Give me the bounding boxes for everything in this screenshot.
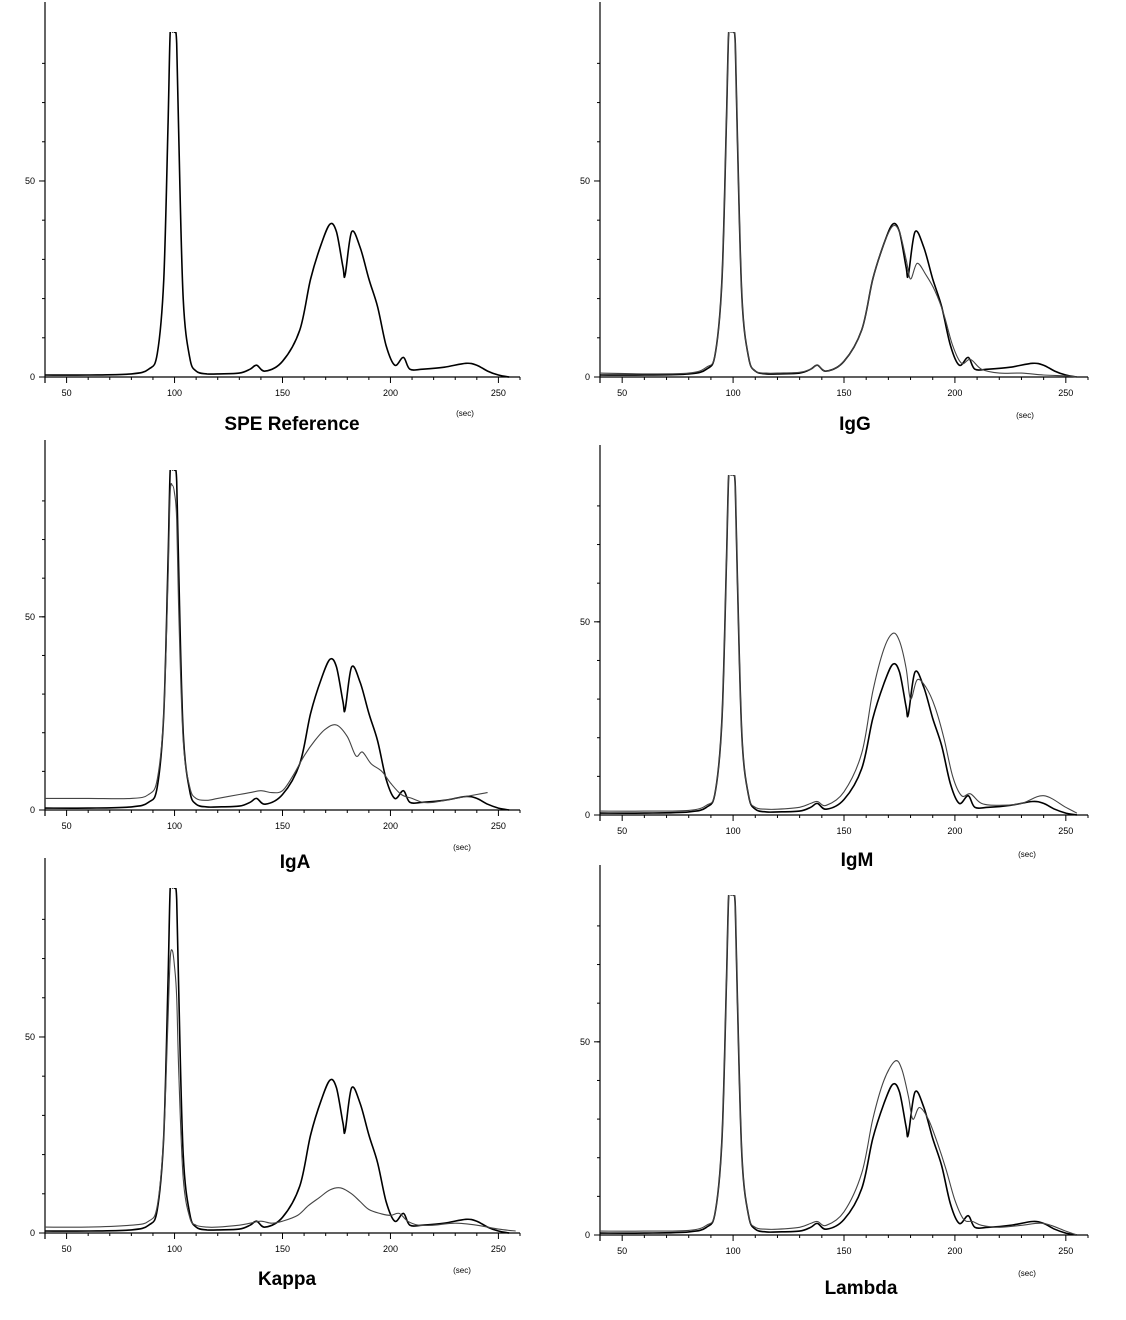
reference-trace [600, 895, 1078, 1236]
reference-trace [45, 32, 510, 378]
x-tick-label: 200 [383, 821, 398, 831]
y-tick-label: 50 [25, 176, 35, 186]
sample-trace [45, 482, 488, 804]
x-tick-label: 150 [836, 826, 851, 836]
x-tick-label: 150 [836, 388, 851, 398]
x-tick-label: 50 [62, 1244, 72, 1254]
x-tick-label: 200 [947, 826, 962, 836]
panel-kappa: 50 100 150 200 250 0 50 (sec) Kappa [25, 858, 521, 1290]
x-tick-label: 200 [947, 388, 962, 398]
x-tick-label: 50 [617, 826, 627, 836]
x-tick-label: 50 [617, 1246, 627, 1256]
y-tick-label: 0 [30, 1228, 35, 1238]
x-unit-label: (sec) [1016, 411, 1034, 420]
reference-trace [600, 475, 1078, 816]
reference-trace [600, 32, 1078, 378]
sample-trace [45, 949, 516, 1232]
x-tick-label: 250 [1058, 388, 1073, 398]
x-tick-label: 150 [275, 821, 290, 831]
x-tick-label: 250 [491, 821, 506, 831]
y-tick-label: 0 [30, 805, 35, 815]
x-unit-label: (sec) [1018, 850, 1036, 859]
x-tick-label: 100 [167, 821, 182, 831]
x-tick-label: 250 [491, 388, 506, 398]
panel-title: IgM [841, 850, 874, 871]
panel-igg: 50 100 150 200 250 0 50 (sec) IgG [580, 2, 1089, 435]
y-tick-label: 50 [25, 612, 35, 622]
panel-lambda: 50 100 150 200 250 0 50 (sec) Lambda [580, 865, 1089, 1299]
x-tick-label: 50 [62, 821, 72, 831]
y-tick-label: 0 [585, 810, 590, 820]
x-unit-label: (sec) [1018, 1269, 1036, 1278]
y-tick-label: 50 [580, 617, 590, 627]
x-tick-label: 100 [726, 826, 741, 836]
x-tick-label: 250 [1058, 826, 1073, 836]
x-tick-label: 100 [167, 1244, 182, 1254]
y-tick-label: 0 [30, 372, 35, 382]
x-tick-label: 50 [62, 388, 72, 398]
sample-trace [600, 32, 1077, 378]
x-tick-label: 200 [383, 1244, 398, 1254]
x-unit-label: (sec) [453, 843, 471, 852]
x-tick-label: 50 [617, 388, 627, 398]
x-tick-label: 250 [491, 1244, 506, 1254]
reference-trace [45, 470, 510, 811]
panel-title: IgA [280, 852, 311, 873]
panel-title: Kappa [258, 1269, 317, 1290]
y-tick-label: 50 [580, 176, 590, 186]
x-tick-label: 200 [383, 388, 398, 398]
x-tick-label: 150 [275, 1244, 290, 1254]
panel-igm: 50 100 150 200 250 0 50 (sec) IgM [580, 445, 1089, 871]
y-tick-label: 0 [585, 372, 590, 382]
panel-title: SPE Reference [224, 414, 359, 435]
x-tick-label: 200 [947, 1246, 962, 1256]
x-unit-label: (sec) [453, 1266, 471, 1275]
x-tick-label: 250 [1058, 1246, 1073, 1256]
panel-title: Lambda [825, 1278, 898, 1299]
x-tick-label: 100 [726, 1246, 741, 1256]
panel-title: IgG [839, 414, 871, 435]
x-unit-label: (sec) [456, 409, 474, 418]
reference-trace [45, 888, 510, 1234]
panel-spe-reference: 50 100 150 200 250 0 50 (sec) SPE Reference [25, 2, 521, 435]
x-tick-label: 100 [167, 388, 182, 398]
panel-iga: 50 100 150 200 250 0 50 (sec) IgA [25, 440, 521, 873]
y-tick-label: 50 [25, 1032, 35, 1042]
x-tick-label: 150 [275, 388, 290, 398]
sample-trace [600, 895, 1078, 1236]
x-tick-label: 100 [726, 388, 741, 398]
y-tick-label: 50 [580, 1037, 590, 1047]
y-tick-label: 0 [585, 1230, 590, 1240]
x-tick-label: 150 [836, 1246, 851, 1256]
sample-trace [600, 475, 1078, 814]
